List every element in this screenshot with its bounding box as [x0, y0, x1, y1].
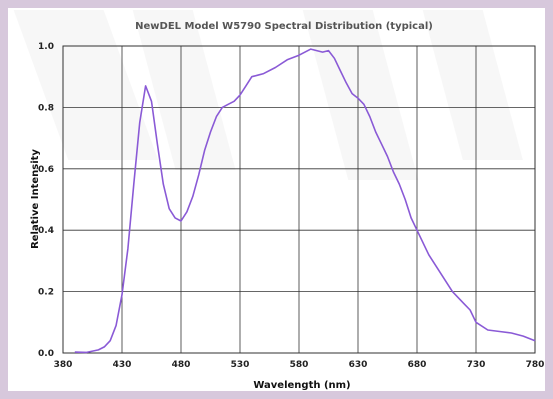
- x-tick-label: 730: [467, 360, 486, 370]
- series-line: [74, 48, 536, 354]
- x-axis-title: Wavelength (nm): [253, 380, 350, 391]
- chart-title: NewDEL Model W5790 Spectral Distribution…: [135, 21, 433, 32]
- y-tick-label: 0.4: [38, 226, 54, 236]
- y-tick-label: 0.2: [38, 288, 54, 298]
- watermark-shape: [13, 10, 159, 160]
- watermark-shape: [422, 10, 523, 160]
- watermark-shape: [132, 10, 236, 170]
- y-tick-label: 1.0: [38, 42, 54, 52]
- x-tick-label: 530: [231, 360, 250, 370]
- x-tick-label: 680: [408, 360, 427, 370]
- y-tick-label: 0.6: [38, 165, 54, 175]
- grid: [62, 45, 536, 354]
- watermark-shape: [302, 10, 419, 180]
- x-tick-label: 430: [113, 360, 132, 370]
- tick-labels: 380 430 480 530 580 630 680 730 780 0.0 0.2 0.4 0.6 0…: [38, 42, 544, 370]
- x-tick-label: 380: [54, 360, 73, 370]
- x-tick-label: 580: [290, 360, 309, 370]
- series: [74, 48, 536, 354]
- y-axis-title: Relative Intensity: [30, 149, 41, 249]
- x-tick-label: 480: [172, 360, 191, 370]
- watermark: [13, 10, 523, 180]
- y-tick-label: 0.0: [38, 349, 54, 359]
- x-tick-label: 780: [526, 360, 545, 370]
- y-tick-label: 0.8: [38, 103, 54, 113]
- x-tick-label: 630: [349, 360, 368, 370]
